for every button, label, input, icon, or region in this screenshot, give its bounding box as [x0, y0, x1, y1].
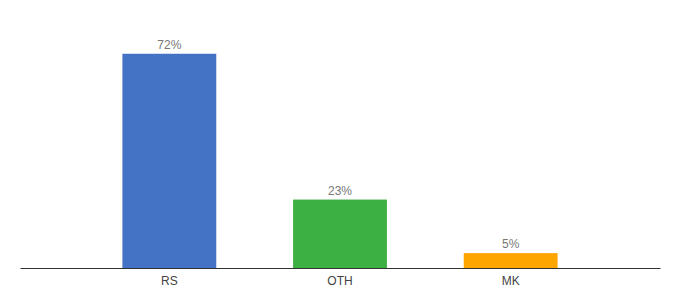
data-label: 72% — [157, 38, 181, 52]
x-tick: OTH — [327, 268, 352, 288]
x-tick-label: OTH — [327, 274, 352, 288]
chart: RS OTH MK 72% 23% 5% — [0, 0, 680, 300]
x-tick: MK — [502, 268, 520, 288]
plot: RS OTH MK 72% 23% 5% — [21, 38, 661, 288]
data-labels: 72% 23% 5% — [157, 38, 519, 251]
x-axis: RS OTH MK — [21, 268, 661, 288]
x-tick-label: MK — [502, 274, 520, 288]
x-tick: RS — [161, 268, 178, 288]
data-label: 23% — [328, 184, 352, 198]
x-axis-line — [21, 268, 661, 269]
bar — [293, 200, 387, 268]
x-tick-label: RS — [161, 274, 178, 288]
bar — [122, 54, 216, 268]
bar — [464, 253, 558, 268]
bars — [122, 54, 557, 268]
data-label: 5% — [502, 237, 520, 251]
